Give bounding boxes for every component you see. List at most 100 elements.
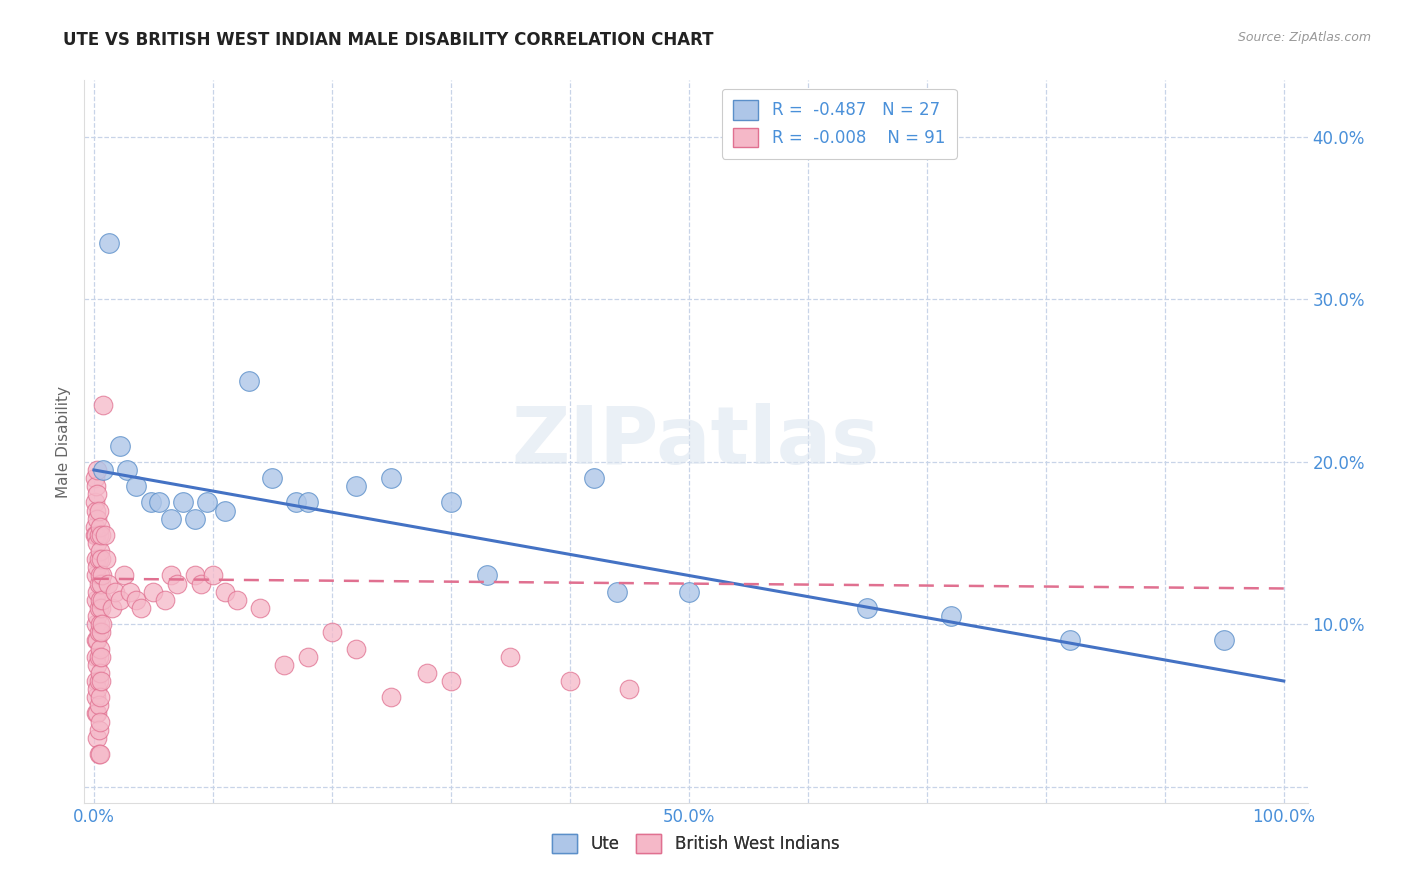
Point bbox=[273, 657, 295, 672]
Point bbox=[86, 560, 108, 574]
Point bbox=[87, 576, 110, 591]
Point bbox=[98, 235, 121, 250]
Point bbox=[86, 463, 108, 477]
Point bbox=[148, 495, 170, 509]
Point bbox=[91, 617, 114, 632]
Point bbox=[84, 673, 107, 688]
Point bbox=[84, 649, 107, 664]
Point bbox=[856, 601, 879, 615]
Legend: Ute, British West Indians: Ute, British West Indians bbox=[546, 827, 846, 860]
Point bbox=[87, 528, 110, 542]
Point bbox=[90, 625, 112, 640]
Point bbox=[84, 528, 107, 542]
Point bbox=[190, 576, 212, 591]
Point bbox=[1213, 633, 1236, 648]
Point bbox=[89, 714, 111, 729]
Point bbox=[90, 528, 112, 542]
Point bbox=[87, 601, 110, 615]
Point bbox=[89, 544, 111, 558]
Point bbox=[97, 576, 120, 591]
Point bbox=[86, 657, 108, 672]
Point bbox=[440, 495, 463, 509]
Point bbox=[100, 601, 122, 615]
Point bbox=[139, 495, 162, 509]
Point bbox=[1059, 633, 1081, 648]
Point bbox=[86, 633, 108, 648]
Point bbox=[84, 690, 107, 705]
Text: Source: ZipAtlas.com: Source: ZipAtlas.com bbox=[1237, 31, 1371, 45]
Point bbox=[166, 576, 188, 591]
Point bbox=[184, 568, 207, 582]
Point bbox=[499, 649, 522, 664]
Point bbox=[93, 463, 115, 477]
Point bbox=[195, 495, 218, 509]
Point bbox=[90, 649, 112, 664]
Point bbox=[86, 731, 108, 745]
Point bbox=[225, 592, 247, 607]
Point bbox=[285, 495, 308, 509]
Point bbox=[87, 723, 110, 737]
Point bbox=[84, 552, 107, 566]
Point bbox=[84, 592, 107, 607]
Point bbox=[380, 690, 402, 705]
Point bbox=[87, 747, 110, 761]
Point bbox=[321, 625, 343, 640]
Point bbox=[89, 747, 111, 761]
Text: UTE VS BRITISH WEST INDIAN MALE DISABILITY CORRELATION CHART: UTE VS BRITISH WEST INDIAN MALE DISABILI… bbox=[63, 31, 714, 49]
Point bbox=[475, 568, 498, 582]
Point bbox=[214, 503, 236, 517]
Point bbox=[108, 592, 131, 607]
Point bbox=[118, 584, 141, 599]
Point bbox=[184, 511, 207, 525]
Point bbox=[238, 374, 260, 388]
Point bbox=[90, 576, 112, 591]
Point bbox=[87, 552, 110, 566]
Point bbox=[84, 568, 107, 582]
Point bbox=[115, 463, 138, 477]
Point bbox=[344, 479, 367, 493]
Point bbox=[939, 609, 962, 624]
Point bbox=[87, 503, 110, 517]
Point bbox=[84, 495, 107, 509]
Point bbox=[86, 487, 108, 501]
Point bbox=[201, 568, 224, 582]
Point bbox=[87, 649, 110, 664]
Point bbox=[87, 625, 110, 640]
Point bbox=[131, 601, 153, 615]
Point bbox=[262, 471, 284, 485]
Point bbox=[90, 673, 112, 688]
Point bbox=[84, 617, 107, 632]
Point bbox=[89, 690, 111, 705]
Point bbox=[112, 568, 135, 582]
Point bbox=[89, 617, 111, 632]
Point bbox=[90, 552, 112, 566]
Point bbox=[619, 682, 641, 697]
Point bbox=[89, 520, 111, 534]
Point bbox=[155, 592, 177, 607]
Point bbox=[89, 641, 111, 656]
Point bbox=[86, 682, 108, 697]
Point bbox=[606, 584, 628, 599]
Point bbox=[84, 503, 107, 517]
Point bbox=[93, 528, 115, 542]
Point bbox=[214, 584, 236, 599]
Point bbox=[90, 601, 112, 615]
Y-axis label: Male Disability: Male Disability bbox=[56, 385, 72, 498]
Point bbox=[558, 673, 581, 688]
Point bbox=[93, 398, 115, 412]
Point bbox=[142, 584, 165, 599]
Point bbox=[87, 698, 110, 713]
Point bbox=[86, 511, 108, 525]
Point bbox=[89, 592, 111, 607]
Point bbox=[249, 601, 271, 615]
Point bbox=[344, 641, 367, 656]
Point bbox=[84, 479, 107, 493]
Point bbox=[416, 665, 439, 680]
Point bbox=[84, 471, 107, 485]
Point bbox=[104, 584, 127, 599]
Point bbox=[86, 706, 108, 721]
Point bbox=[94, 552, 117, 566]
Point bbox=[84, 528, 107, 542]
Point bbox=[297, 495, 319, 509]
Point bbox=[91, 592, 114, 607]
